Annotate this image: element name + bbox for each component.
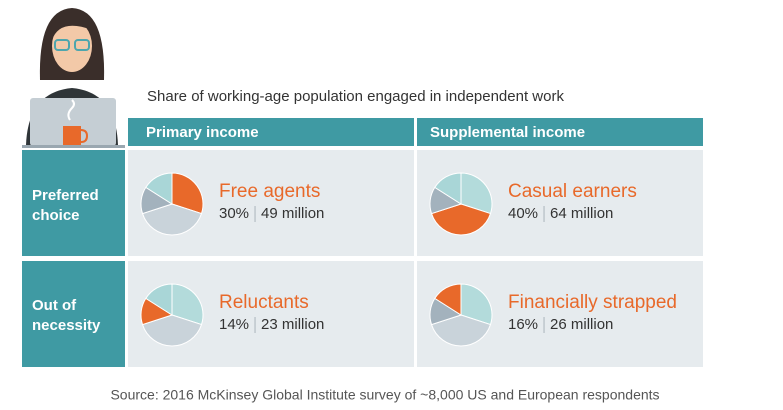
segment-share: 16% — [508, 316, 538, 333]
pie-slice — [145, 172, 173, 205]
pie-slice — [145, 283, 173, 316]
pie-slice — [171, 283, 204, 326]
segment-share: 14% — [219, 316, 249, 333]
row-label: Out of necessity — [32, 297, 101, 334]
row-header — [22, 261, 125, 367]
pie-slice — [171, 172, 204, 215]
segment-name: Casual earners — [508, 181, 637, 202]
column-label: Primary income — [146, 124, 259, 141]
pie-slice — [141, 203, 203, 236]
column-label: Supplemental income — [430, 124, 585, 141]
column-header — [417, 118, 703, 146]
segment-name: Financially strapped — [508, 292, 677, 313]
pie-slice — [141, 314, 203, 347]
source: Source: 2016 McKinsey Global Institute s… — [110, 387, 659, 403]
pie-slice — [434, 283, 462, 316]
column-header — [128, 118, 414, 146]
pie-slice — [460, 172, 493, 215]
row-label: Preferred choice — [32, 187, 99, 224]
illustration — [22, 8, 125, 148]
segment-count: 64 million — [550, 205, 613, 222]
segment-count: 23 million — [261, 316, 324, 333]
row-header — [22, 150, 125, 256]
segment-count: 26 million — [550, 316, 613, 333]
subtitle: Share of working-age population engaged … — [147, 88, 564, 105]
pie-slice — [434, 172, 462, 205]
pie-slice — [460, 283, 493, 326]
segment-share: 40% — [508, 205, 538, 222]
segment-share: 30% — [219, 205, 249, 222]
segment-name: Reluctants — [219, 292, 309, 313]
pie-slice — [430, 203, 492, 236]
segment-name: Free agents — [219, 181, 320, 202]
segment-count: 49 million — [261, 205, 324, 222]
pie-slice — [430, 314, 492, 347]
